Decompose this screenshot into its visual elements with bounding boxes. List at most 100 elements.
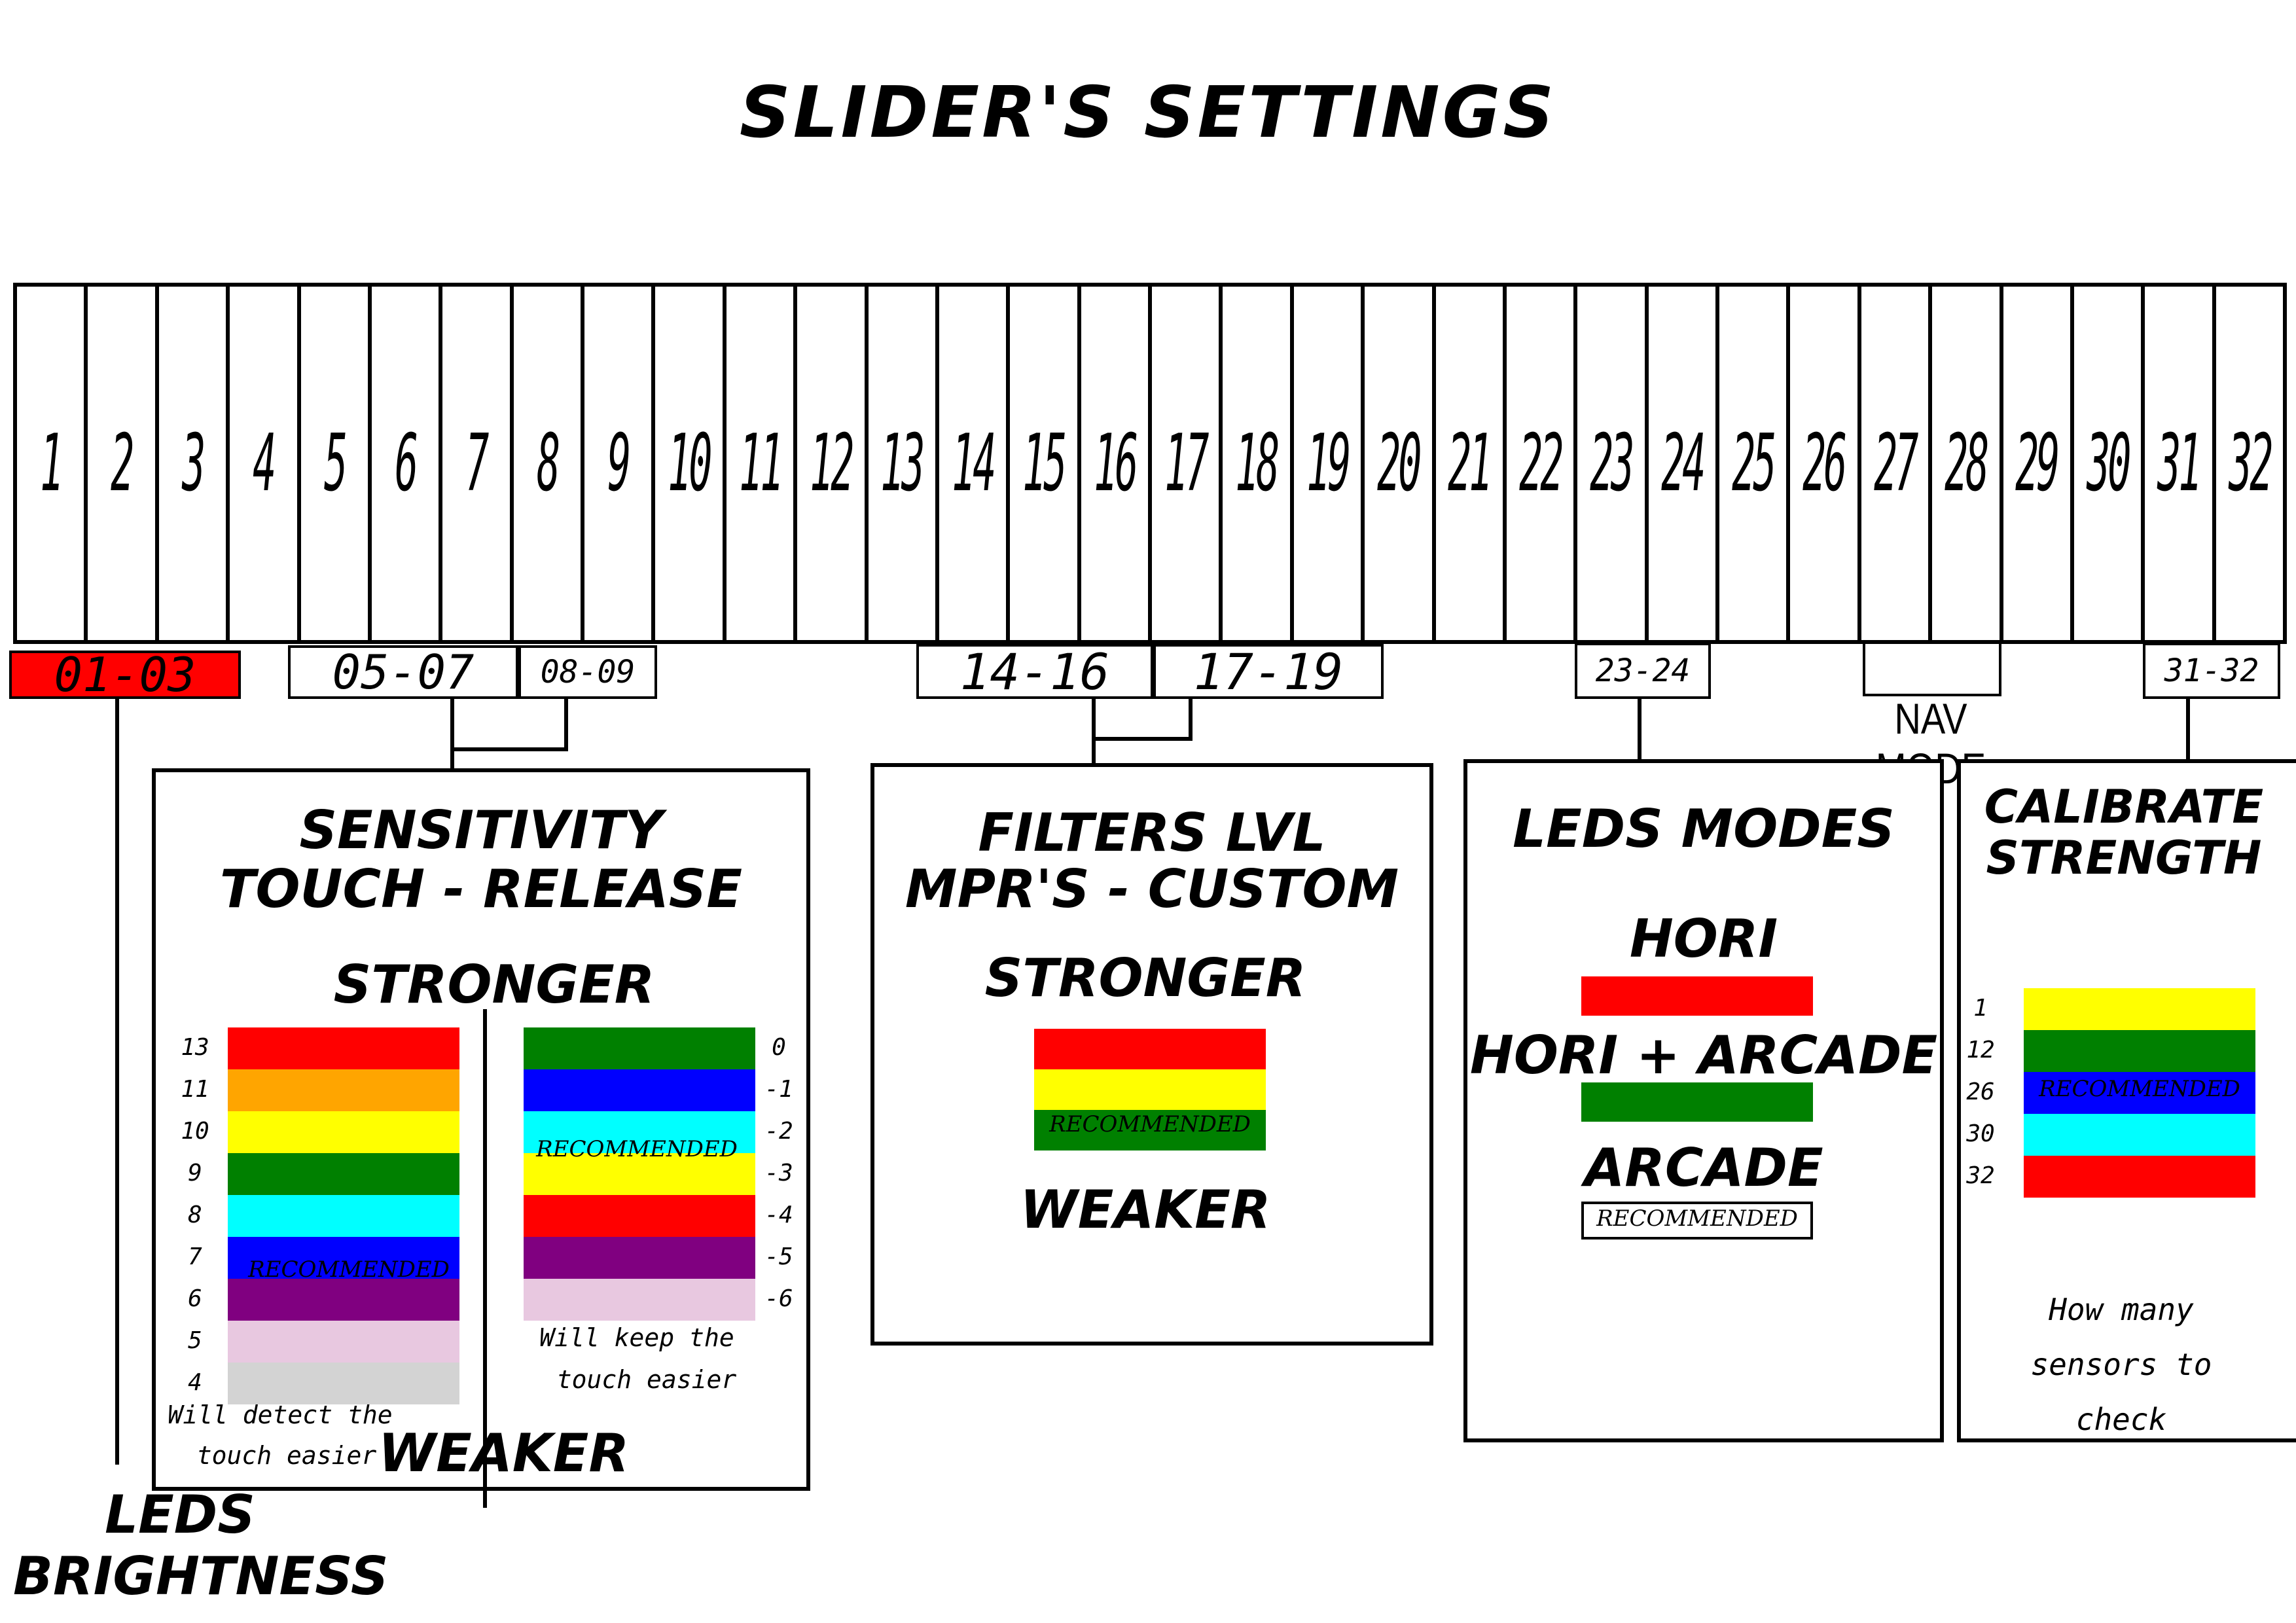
slider-key-3: 3 (154, 283, 230, 644)
slider-key-17: 17 (1148, 283, 1223, 644)
calibrate-note-3: check (2075, 1402, 2167, 1437)
sensitivity-left-value: 9 (188, 1160, 202, 1186)
calibrate-value: 1 (1973, 995, 1988, 1022)
slider-key-label: 10 (668, 418, 712, 509)
calibrate-panel: CALIBRATE STRENGTH 1 12 26 30 32 RECOMMENDED… (1957, 759, 2296, 1442)
slider-key-label: 1 (40, 418, 63, 509)
connector-filters-c (1092, 737, 1193, 741)
filters-title-2: MPR'S - CUSTOM (905, 859, 1399, 919)
calibrate-note-1: How many (2049, 1292, 2194, 1327)
slider-key-5: 5 (296, 283, 372, 644)
sensitivity-left-note-1: Will detect the (168, 1400, 393, 1429)
slider-key-label: 4 (253, 418, 276, 509)
leds-modes-recommended: RECOMMENDED (1596, 1205, 1798, 1232)
calibrate-value: 12 (1966, 1037, 1995, 1063)
slider-key-12: 12 (793, 283, 869, 644)
slider-key-13: 13 (864, 283, 939, 644)
slider-key-22: 22 (1502, 283, 1578, 644)
sensitivity-right-recommended: RECOMMENDED (536, 1136, 738, 1162)
connector-sensitivity-b (564, 699, 568, 751)
slider-key-label: 17 (1164, 418, 1209, 509)
connector-filters-a (1092, 699, 1096, 764)
calibrate-swatch (2024, 1030, 2255, 1072)
filters-panel: FILTERS LVL MPR'S - CUSTOM STRONGER RECO… (870, 763, 1433, 1346)
slider-key-7: 7 (439, 283, 514, 644)
slider-key-20: 20 (1361, 283, 1436, 644)
leds-modes-arcade: ARCADE (1584, 1137, 1823, 1198)
sensitivity-left-swatch (228, 1237, 459, 1279)
range-label-31-32: 31-32 (2143, 643, 2280, 699)
slider-key-label: 20 (1377, 418, 1422, 509)
sensitivity-left-value: 11 (181, 1076, 209, 1103)
slider-key-16: 16 (1077, 283, 1152, 644)
leds-modes-title: LEDS MODES (1513, 798, 1895, 859)
sensitivity-right-swatch (524, 1027, 755, 1069)
slider-key-14: 14 (935, 283, 1011, 644)
sensitivity-right-swatch (524, 1279, 755, 1321)
sensitivity-right-value: 0 (772, 1034, 786, 1061)
sensitivity-left-value: 6 (188, 1285, 202, 1312)
slider-key-label: 19 (1306, 418, 1351, 509)
slider-key-1: 1 (13, 283, 88, 644)
filters-title-1: FILTERS LVL (978, 802, 1326, 863)
slider-key-28: 28 (1928, 283, 2003, 644)
connector-leds-modes (1638, 699, 1641, 759)
filters-weaker: WEAKER (1020, 1179, 1271, 1240)
slider-key-27: 27 (1857, 283, 1933, 644)
range-label-23-24: 23-24 (1575, 643, 1711, 699)
sensitivity-right-note-2: touch easier (556, 1365, 737, 1394)
sensitivity-left-recommended: RECOMMENDED (248, 1257, 450, 1283)
slider-key-25: 25 (1715, 283, 1791, 644)
slider-key-18: 18 (1219, 283, 1294, 644)
sensitivity-left-swatch (228, 1195, 459, 1237)
slider-key-6: 6 (367, 283, 443, 644)
slider-key-label: 8 (536, 418, 560, 509)
slider-key-label: 24 (1660, 418, 1706, 509)
filters-swatch (1034, 1110, 1266, 1150)
range-label-05-07-text: 05-07 (332, 645, 475, 700)
leds-brightness-line2: BRIGHTNESS (13, 1546, 389, 1607)
sensitivity-right-value: -6 (764, 1285, 793, 1312)
slider-key-label: 6 (395, 418, 418, 509)
slider-key-24: 24 (1644, 283, 1719, 644)
range-label-08-09: 08-09 (518, 645, 657, 699)
range-label-14-16: 14-16 (916, 642, 1153, 701)
range-label-23-24-text: 23-24 (1595, 652, 1691, 689)
connector-sensitivity-a (450, 699, 454, 776)
slider-key-29: 29 (1999, 283, 2074, 644)
slider-key-label: 29 (2015, 418, 2060, 509)
range-label-01-03-text: 01-03 (54, 647, 196, 702)
sensitivity-left-value: 7 (188, 1243, 202, 1270)
slider-key-31: 31 (2141, 283, 2216, 644)
slider-key-label: 2 (111, 418, 135, 509)
calibrate-recommended: RECOMMENDED (2039, 1076, 2240, 1102)
slider-key-8: 8 (509, 283, 584, 644)
sensitivity-left-swatch (228, 1069, 459, 1111)
range-label-17-19-text: 17-19 (1193, 642, 1344, 701)
calibrate-title-2: STRENGTH (1986, 831, 2262, 885)
calibrate-value: 26 (1966, 1079, 1995, 1105)
sensitivity-right-value: -2 (764, 1118, 793, 1145)
slider-key-21: 21 (1431, 283, 1507, 644)
slider-key-label: 7 (465, 418, 489, 509)
sensitivity-title-2: TOUCH - RELEASE (219, 859, 743, 919)
page-title: SLIDER'S SETTINGS (739, 72, 1557, 154)
sensitivity-left-swatch (228, 1111, 459, 1153)
slider-key-19: 19 (1289, 283, 1365, 644)
sensitivity-right-swatch (524, 1153, 755, 1195)
sensitivity-left-value: 5 (188, 1327, 202, 1354)
filters-swatch (1034, 1029, 1266, 1069)
slider-key-label: 13 (880, 418, 925, 509)
range-label-31-32-text: 31-32 (2164, 652, 2259, 689)
slider-key-4: 4 (226, 283, 301, 644)
slider-key-label: 31 (2157, 418, 2202, 509)
range-label-14-16-text: 14-16 (960, 642, 1110, 701)
slider-key-label: 21 (1448, 418, 1493, 509)
calibrate-swatch (2024, 1114, 2255, 1156)
slider-key-label: 15 (1022, 418, 1067, 509)
calibrate-value: 32 (1966, 1162, 1995, 1189)
slider-key-15: 15 (1006, 283, 1081, 644)
nav-mode-bracket (1863, 644, 2001, 696)
calibrate-note-2: sensors to (2030, 1347, 2212, 1382)
slider-keys: 1 2 3 4 5 6 7 8 9 10 11 12 13 14 15 16 17 18 19 20 21 22 23 24 2… (13, 283, 2287, 644)
